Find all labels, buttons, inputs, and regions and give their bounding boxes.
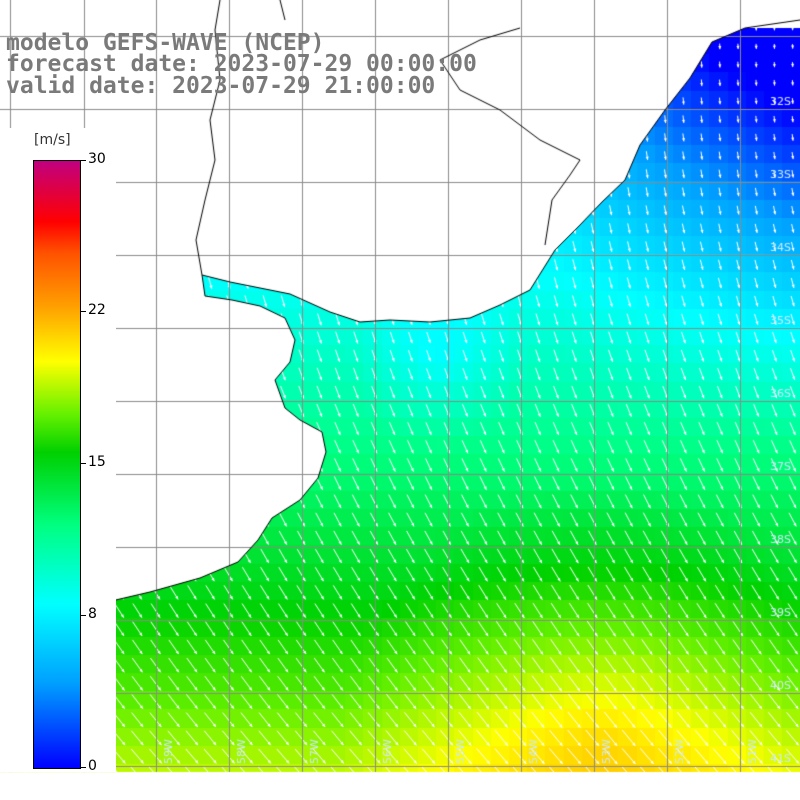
colorbar-tick <box>80 463 86 464</box>
colorbar-tick <box>80 767 86 768</box>
colorbar-tick <box>80 311 86 312</box>
valid-date: valid date: 2023-07-29 21:00:00 <box>6 73 436 99</box>
model-title: modelo GEFS-WAVE (NCEP) <box>6 30 325 56</box>
colorbar-label-30: 30 <box>88 151 106 167</box>
colorbar-unit: [m/s] <box>34 132 71 148</box>
colorbar-label-22: 22 <box>88 302 106 318</box>
colorbar-label-0: 0 <box>88 758 97 774</box>
colorbar-tick <box>80 160 86 161</box>
colorbar <box>33 160 81 769</box>
colorbar-tick <box>80 615 86 616</box>
forecast-date: forecast date: 2023-07-29 00:00:00 <box>6 51 477 77</box>
colorbar-label-15: 15 <box>88 454 106 470</box>
colorbar-label-8: 8 <box>88 606 97 622</box>
